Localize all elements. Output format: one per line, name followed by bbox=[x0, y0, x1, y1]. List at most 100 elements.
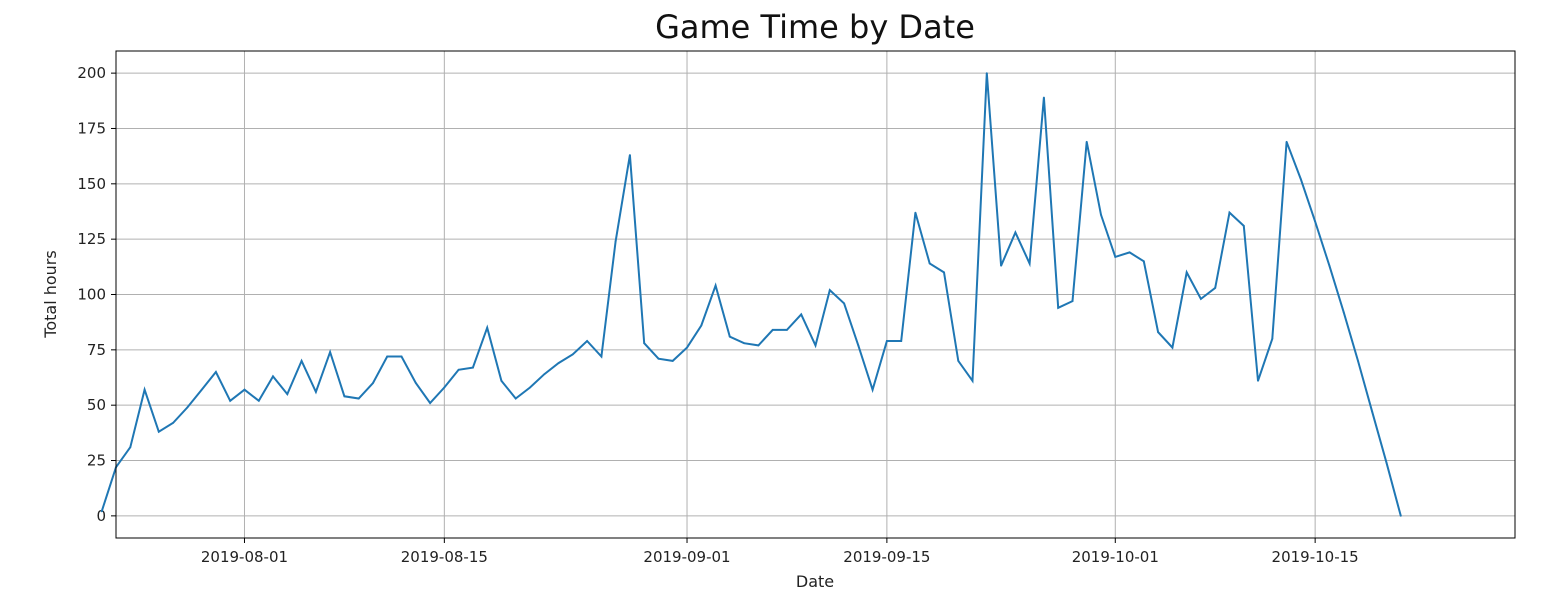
y-tick-label: 150 bbox=[77, 175, 106, 193]
data-point bbox=[757, 344, 760, 347]
y-axis-ticks: 0 25 50 75 100 125 150 175 200 bbox=[77, 64, 116, 525]
data-point bbox=[814, 344, 817, 347]
data-point bbox=[1085, 140, 1088, 143]
y-tick-label: 0 bbox=[96, 507, 106, 525]
data-point bbox=[700, 324, 703, 327]
data-point bbox=[1171, 346, 1174, 349]
data-point bbox=[486, 326, 489, 329]
data-point bbox=[771, 329, 774, 331]
data-point bbox=[1242, 225, 1245, 227]
data-point bbox=[928, 262, 931, 265]
data-point bbox=[386, 355, 389, 358]
data-point bbox=[1271, 337, 1274, 340]
data-point bbox=[1000, 264, 1002, 267]
data-point bbox=[843, 302, 845, 305]
x-axis-label: Date bbox=[796, 572, 834, 591]
data-point bbox=[157, 430, 160, 433]
chart-title: Game Time by Date bbox=[655, 8, 975, 46]
data-point bbox=[129, 446, 132, 449]
data-point bbox=[229, 399, 232, 402]
data-point bbox=[1114, 256, 1117, 258]
x-tick-label: 2019-09-01 bbox=[643, 548, 730, 566]
data-point bbox=[943, 271, 945, 274]
data-point bbox=[886, 340, 888, 342]
data-point bbox=[514, 397, 517, 400]
grid bbox=[116, 51, 1515, 538]
data-point bbox=[1185, 271, 1188, 274]
data-point bbox=[1300, 178, 1302, 181]
series-line bbox=[100, 73, 1402, 517]
data-point bbox=[329, 351, 331, 353]
y-tick-label: 25 bbox=[87, 452, 106, 470]
data-point bbox=[100, 510, 103, 513]
data-point bbox=[215, 371, 217, 373]
data-point bbox=[1257, 379, 1259, 382]
y-tick-label: 175 bbox=[77, 119, 106, 137]
data-point bbox=[357, 397, 360, 400]
data-point bbox=[914, 211, 917, 214]
data-point bbox=[1200, 298, 1202, 300]
data-point bbox=[300, 360, 303, 362]
data-point bbox=[272, 375, 274, 378]
data-point bbox=[900, 340, 903, 342]
x-tick-label: 2019-10-01 bbox=[1072, 548, 1159, 566]
data-point bbox=[172, 422, 175, 424]
data-point bbox=[971, 379, 974, 382]
data-point bbox=[671, 360, 674, 362]
x-tick-label: 2019-10-15 bbox=[1272, 548, 1359, 566]
data-point bbox=[1399, 515, 1402, 517]
data-point bbox=[985, 72, 988, 74]
data-point bbox=[1057, 306, 1060, 309]
data-point bbox=[614, 240, 617, 243]
data-point bbox=[800, 313, 803, 316]
data-point bbox=[1357, 360, 1359, 362]
y-tick-label: 50 bbox=[87, 396, 106, 414]
data-point bbox=[1385, 461, 1388, 464]
data-point bbox=[1285, 140, 1288, 143]
data-point bbox=[200, 388, 203, 391]
data-point bbox=[1371, 410, 1374, 413]
data-point bbox=[315, 391, 317, 393]
data-point bbox=[543, 373, 546, 376]
data-point bbox=[257, 399, 260, 402]
x-tick-label: 2019-08-01 bbox=[201, 548, 288, 566]
plot-frame bbox=[115, 50, 1516, 539]
data-point bbox=[1071, 300, 1074, 302]
data-point bbox=[372, 382, 374, 384]
data-point bbox=[629, 154, 631, 156]
y-tick-label: 75 bbox=[87, 341, 106, 359]
data-point bbox=[657, 357, 660, 360]
data-point bbox=[586, 340, 588, 342]
data-point bbox=[443, 386, 446, 389]
data-point bbox=[1028, 262, 1031, 265]
data-point bbox=[1328, 264, 1331, 267]
data-point bbox=[1214, 287, 1217, 289]
data-point bbox=[571, 353, 574, 356]
data-point bbox=[1342, 311, 1345, 314]
x-tick-label: 2019-08-15 bbox=[401, 548, 488, 566]
data-point bbox=[429, 402, 431, 404]
data-point bbox=[857, 344, 860, 347]
y-tick-label: 125 bbox=[77, 230, 106, 248]
data-point bbox=[1043, 96, 1045, 99]
data-point bbox=[1314, 220, 1316, 223]
data-point bbox=[400, 355, 403, 358]
data-point bbox=[728, 335, 731, 338]
data-point bbox=[686, 346, 688, 349]
y-axis-label: Total hours bbox=[41, 250, 60, 338]
data-point bbox=[414, 382, 417, 384]
data-point bbox=[457, 368, 460, 371]
data-point bbox=[529, 386, 531, 389]
data-point bbox=[286, 393, 289, 395]
y-tick-label: 200 bbox=[77, 64, 106, 82]
data-point bbox=[957, 360, 960, 362]
data-point bbox=[472, 366, 474, 369]
data-point bbox=[1142, 260, 1145, 263]
data-points bbox=[100, 72, 1402, 517]
data-point bbox=[500, 379, 503, 382]
x-axis-ticks: 2019-08-01 2019-08-15 2019-09-01 2019-09-15… bbox=[201, 538, 1359, 566]
data-point bbox=[1014, 231, 1017, 234]
data-point bbox=[828, 289, 831, 291]
data-point bbox=[343, 395, 346, 398]
